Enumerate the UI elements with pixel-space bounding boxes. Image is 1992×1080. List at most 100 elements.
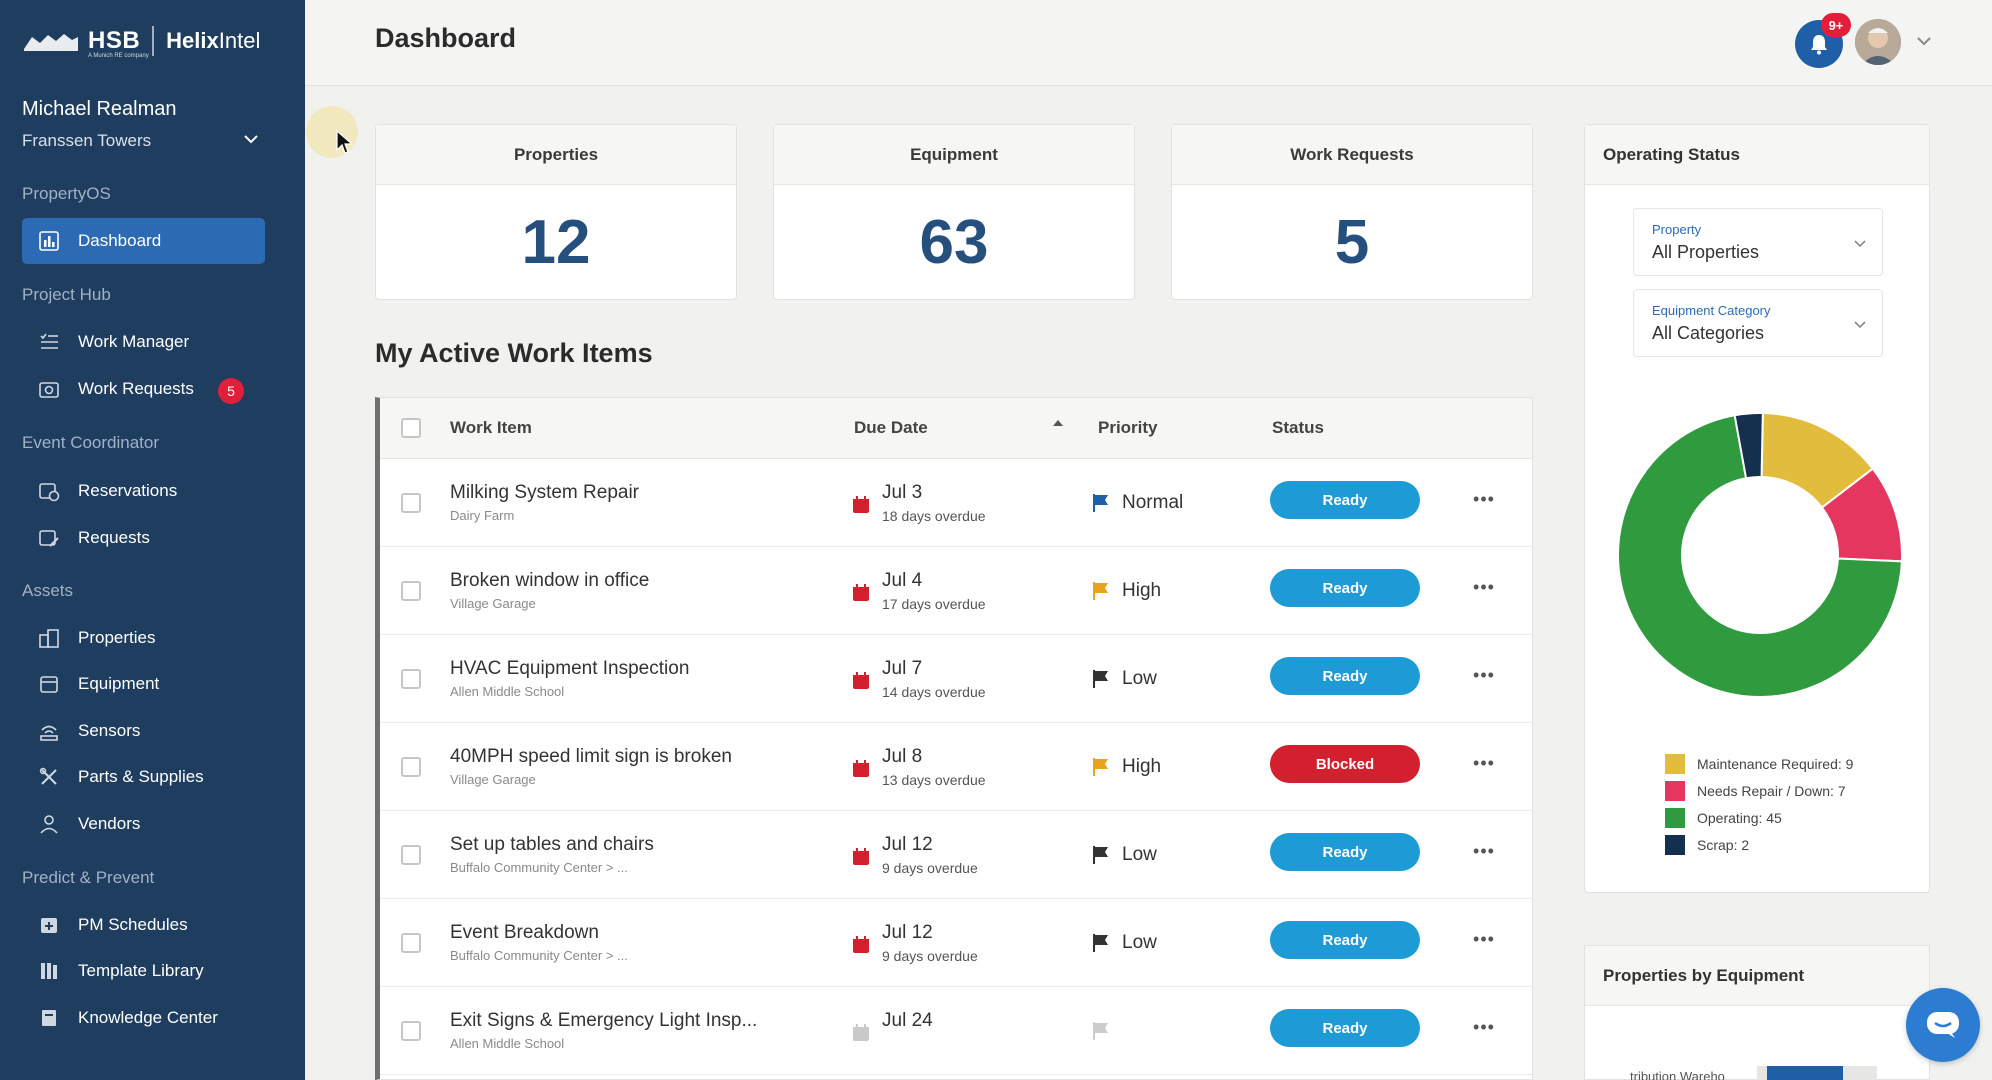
legend-item[interactable]: Operating: 45 [1665, 804, 1853, 831]
column-work-item[interactable]: Work Item [450, 418, 532, 437]
page-title: Dashboard [375, 23, 517, 53]
sidebar-item-properties[interactable]: Properties [22, 615, 265, 661]
table-row[interactable]: Exit Signs & Emergency Light Insp... Alle… [380, 987, 1532, 1075]
chevron-down-icon [1854, 240, 1866, 248]
status-badge[interactable]: Ready [1270, 833, 1420, 871]
work-item-title[interactable]: Set up tables and chairs [450, 834, 654, 855]
slice-scrap[interactable] [1733, 412, 1764, 480]
table-row[interactable]: HVAC Equipment Inspection Allen Middle Sc… [380, 635, 1532, 723]
sidebar-item-label: Requests [78, 528, 150, 547]
equipment-category-filter-select[interactable]: Equipment Category All Categories [1633, 289, 1883, 357]
chevron-down-icon[interactable] [242, 130, 260, 148]
pbe-bar[interactable] [1767, 1066, 1843, 1080]
table-row[interactable]: Broken window in office Village Garage Jul… [380, 547, 1532, 635]
status-badge[interactable]: Ready [1270, 1009, 1420, 1047]
due-date: Jul 3 [882, 482, 923, 503]
sidebar-item-work-manager[interactable]: Work Manager [22, 319, 265, 365]
more-actions-button[interactable]: ••• [1473, 665, 1495, 685]
work-items-table: Work Item Due Date Priority Status Milki… [375, 397, 1533, 1080]
user-property[interactable]: Franssen Towers [22, 131, 152, 150]
status-badge[interactable]: Ready [1270, 921, 1420, 959]
sidebar-item-parts-supplies[interactable]: Parts & Supplies [22, 754, 265, 800]
due-date: Jul 8 [882, 746, 923, 767]
sidebar-item-reservations[interactable]: Reservations [22, 468, 265, 514]
property-filter-select[interactable]: Property All Properties [1633, 208, 1883, 276]
work-item-title[interactable]: Event Breakdown [450, 922, 599, 943]
column-due-date[interactable]: Due Date [854, 418, 928, 437]
select-all-checkbox[interactable] [401, 418, 421, 438]
work-item-title[interactable]: HVAC Equipment Inspection [450, 658, 690, 679]
avatar[interactable] [1855, 19, 1901, 65]
work-item-title[interactable]: Broken window in office [450, 570, 650, 591]
sidebar-item-knowledge-center[interactable]: Knowledge Center [22, 995, 265, 1041]
row-checkbox[interactable] [401, 757, 421, 777]
priority-label: Low [1122, 932, 1157, 953]
row-checkbox[interactable] [401, 493, 421, 513]
more-actions-button[interactable]: ••• [1473, 929, 1495, 949]
slice-operating[interactable] [1617, 414, 1903, 698]
sidebar-item-vendors[interactable]: Vendors [22, 801, 265, 847]
calendar-icon [853, 848, 869, 865]
brand-company-sub: A Munich RE company [88, 53, 149, 59]
sidebar-item-label: Dashboard [78, 231, 162, 250]
status-badge[interactable]: Ready [1270, 569, 1420, 607]
status-badge[interactable]: Ready [1270, 657, 1420, 695]
operating-status-panel: Operating Status Property All Properties… [1584, 124, 1930, 893]
more-actions-button[interactable]: ••• [1473, 841, 1495, 861]
sidebar-item-requests[interactable]: Requests [22, 515, 265, 561]
status-badge[interactable]: Blocked [1270, 745, 1420, 783]
row-checkbox[interactable] [401, 581, 421, 601]
more-actions-button[interactable]: ••• [1473, 577, 1495, 597]
work-item-title[interactable]: 40MPH speed limit sign is broken [450, 746, 732, 767]
table-row[interactable]: Event Breakdown Buffalo Community Center … [380, 899, 1532, 987]
legend-item[interactable]: Scrap: 2 [1665, 831, 1853, 858]
more-actions-button[interactable]: ••• [1473, 1017, 1495, 1037]
sidebar-item-label: Template Library [78, 961, 204, 980]
sidebar-item-equipment[interactable]: Equipment [22, 661, 265, 707]
column-priority[interactable]: Priority [1098, 418, 1158, 437]
kpi-card-work-requests[interactable]: Work Requests 5 [1171, 124, 1533, 300]
table-row[interactable]: Milking System Repair Dairy Farm Jul 3 18 d… [380, 459, 1532, 547]
table-row[interactable]: Set up tables and chairs Buffalo Communit… [380, 811, 1532, 899]
row-checkbox[interactable] [401, 1021, 421, 1041]
legend-item[interactable]: Maintenance Required: 9 [1665, 750, 1853, 777]
work-requests-count-badge: 5 [218, 378, 244, 404]
more-actions-button[interactable]: ••• [1473, 489, 1495, 509]
status-badge[interactable]: Ready [1270, 481, 1420, 519]
table-row[interactable]: 40MPH speed limit sign is broken Village … [380, 723, 1532, 811]
buildings-icon [38, 627, 60, 649]
column-status[interactable]: Status [1272, 418, 1324, 437]
sidebar-item-pm-schedules[interactable]: PM Schedules [22, 902, 265, 948]
sidebar-item-sensors[interactable]: Sensors [22, 708, 265, 754]
priority-label: High [1122, 756, 1162, 777]
book-icon [38, 1007, 60, 1029]
hsb-boiler-logo-icon [24, 34, 78, 51]
chat-button[interactable] [1906, 988, 1980, 1062]
priority-flag-icon [1093, 1022, 1108, 1040]
sidebar-item-label: Knowledge Center [78, 1008, 218, 1027]
work-item-title[interactable]: Milking System Repair [450, 482, 639, 503]
sidebar-item-dashboard[interactable]: Dashboard [22, 218, 265, 264]
legend-label: Needs Repair / Down: 7 [1697, 782, 1846, 799]
kpi-value: 5 [1334, 208, 1370, 277]
work-item-location: Dairy Farm [450, 508, 515, 523]
sort-ascending-icon[interactable] [1052, 418, 1064, 428]
legend-item[interactable]: Needs Repair / Down: 7 [1665, 777, 1853, 804]
legend-swatch [1665, 807, 1685, 828]
row-checkbox[interactable] [401, 845, 421, 865]
work-item-title[interactable]: Exit Signs & Emergency Light Insp... [450, 1010, 758, 1031]
sidebar-item-work-requests[interactable]: Work Requests 5 [22, 366, 265, 412]
kpi-card-properties[interactable]: Properties 12 [375, 124, 737, 300]
more-actions-button[interactable]: ••• [1473, 753, 1495, 773]
row-checkbox[interactable] [401, 669, 421, 689]
operating-status-donut-chart[interactable] [1610, 405, 1910, 705]
sidebar-item-label: Properties [78, 628, 156, 647]
pbe-bar-track [1757, 1066, 1877, 1080]
brand-logo[interactable]: HSB A Munich RE company HelixIntel [22, 26, 260, 59]
kpi-card-equipment[interactable]: Equipment 63 [773, 124, 1135, 300]
chevron-down-icon[interactable] [1915, 32, 1933, 50]
sidebar-item-template-library[interactable]: Template Library [22, 948, 265, 994]
due-date: Jul 4 [882, 570, 923, 591]
work-items-title: My Active Work Items [375, 338, 653, 368]
row-checkbox[interactable] [401, 933, 421, 953]
